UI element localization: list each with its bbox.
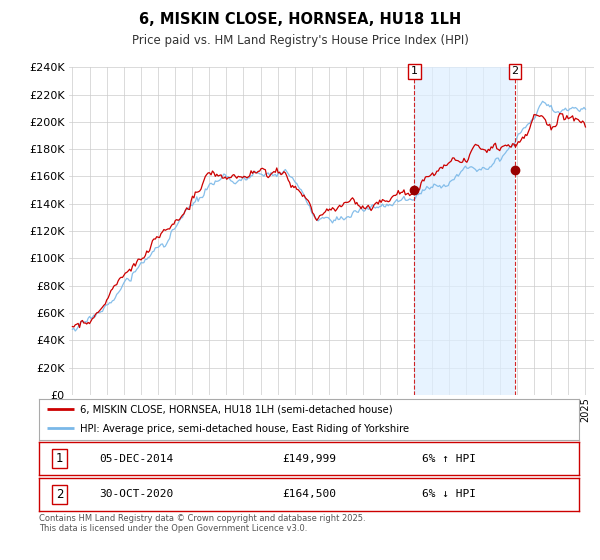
Text: 2: 2 (56, 488, 63, 501)
Bar (415, 67, 515, 395)
Text: 6, MISKIN CLOSE, HORNSEA, HU18 1LH (semi-detached house): 6, MISKIN CLOSE, HORNSEA, HU18 1LH (semi… (79, 405, 392, 415)
Text: 05-DEC-2014: 05-DEC-2014 (99, 454, 173, 464)
Text: Price paid vs. HM Land Registry's House Price Index (HPI): Price paid vs. HM Land Registry's House … (131, 34, 469, 46)
Text: 6% ↑ HPI: 6% ↑ HPI (422, 454, 476, 464)
Text: £149,999: £149,999 (282, 454, 336, 464)
Text: 6% ↓ HPI: 6% ↓ HPI (422, 489, 476, 500)
Text: 2: 2 (511, 66, 518, 76)
Text: 1: 1 (56, 452, 63, 465)
Text: Contains HM Land Registry data © Crown copyright and database right 2025.
This d: Contains HM Land Registry data © Crown c… (39, 514, 365, 534)
Text: 6, MISKIN CLOSE, HORNSEA, HU18 1LH: 6, MISKIN CLOSE, HORNSEA, HU18 1LH (139, 12, 461, 27)
Text: £164,500: £164,500 (282, 489, 336, 500)
Text: 1: 1 (411, 66, 418, 76)
Text: 30-OCT-2020: 30-OCT-2020 (99, 489, 173, 500)
Text: HPI: Average price, semi-detached house, East Riding of Yorkshire: HPI: Average price, semi-detached house,… (79, 424, 409, 433)
